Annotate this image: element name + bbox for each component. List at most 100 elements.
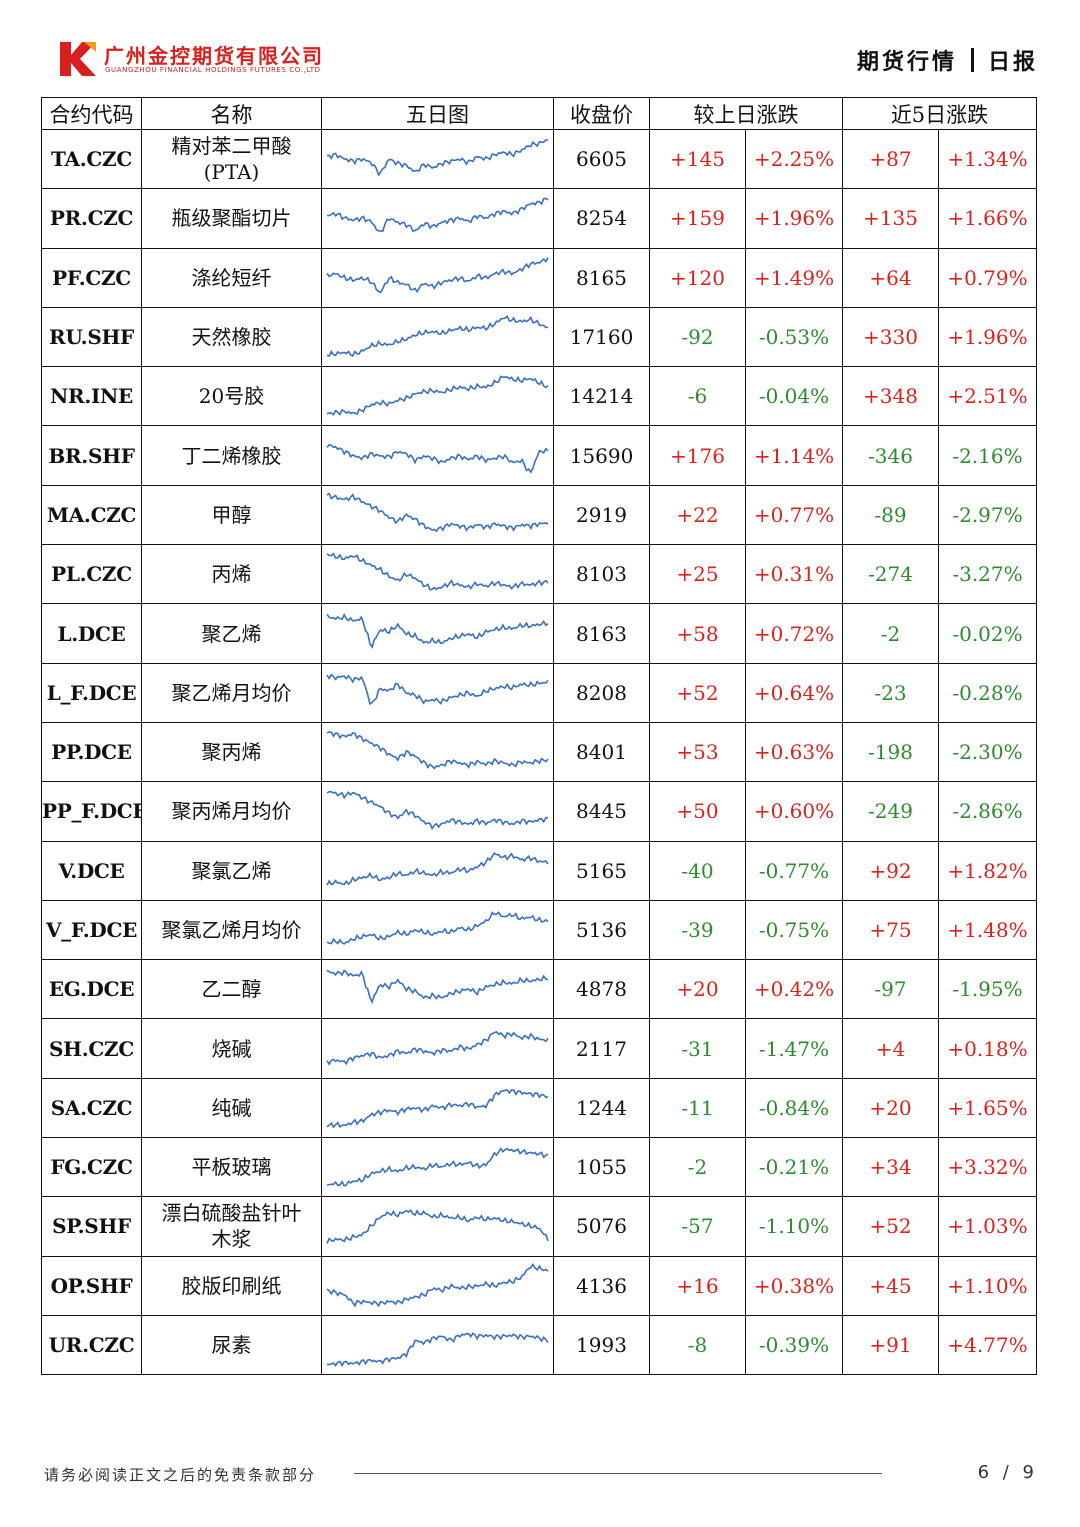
table-row: SP.SHF 漂白硫酸盐针叶 木浆 5076 -57 -1.10% +52 +1.03% [41,1196,1037,1257]
five-day-change-pct: -2.30% [938,721,1037,783]
contract-code: V_F.DCE [41,899,142,961]
five-day-chart-cell [321,247,554,308]
five-day-change: -2 [842,603,939,664]
five-day-chart-cell [321,781,554,842]
five-day-sparkline [326,673,549,706]
table-row: PP_F.DCE 聚丙烯月均价 8445 +50 +0.60% -249 -2.86% [41,781,1037,842]
five-day-change-pct: +1.66% [938,188,1037,249]
daily-change: +58 [649,603,746,664]
daily-change: +176 [649,425,746,486]
report-type: 期货行情 [856,50,957,75]
daily-change-pct: +1.96% [745,188,843,249]
close-price: 8163 [553,603,650,664]
table-row: L.DCE 聚乙烯 8163 +58 +0.72% -2 -0.02% [41,603,1037,664]
daily-change: +145 [649,128,746,190]
five-day-sparkline [326,1147,549,1188]
five-day-change: +45 [842,1255,939,1316]
five-day-chart-cell [321,1077,554,1139]
five-day-chart-cell [321,603,554,664]
contract-name: 聚乙烯 [141,603,322,664]
daily-change: -40 [649,840,746,901]
contract-name: 瓶级聚酯切片 [141,188,322,249]
daily-change-pct: +2.25% [745,128,843,190]
contract-name: 精对苯二甲酸 (PTA) [141,128,322,190]
col-header-five-day-change: 近5日涨跌 [842,97,1037,130]
col-header-five-day-chart: 五日图 [321,97,554,130]
daily-change-pct: +0.77% [745,484,843,546]
five-day-sparkline [326,1209,549,1245]
daily-change-pct: +0.60% [745,781,843,842]
contract-name: 胶版印刷纸 [141,1255,322,1316]
close-price: 1993 [553,1314,650,1376]
k-logo-icon [60,42,96,76]
report-header: 期货行情 日报 [857,44,1038,76]
five-day-change: +348 [842,366,939,427]
table-row: NR.INE 20号胶 14214 -6 -0.04% +348 +2.51% [41,366,1037,427]
close-price: 8208 [553,662,650,723]
five-day-change: +91 [842,1314,939,1376]
table-row: V_F.DCE 聚氯乙烯月均价 5136 -39 -0.75% +75 +1.48% [41,899,1037,961]
contract-name: 丙烯 [141,544,322,605]
five-day-change-pct: +1.65% [938,1077,1037,1139]
contract-name: 丁二烯橡胶 [141,425,322,486]
contract-code: V.DCE [41,840,142,901]
close-price: 5165 [553,840,650,901]
contract-name: 乙二醇 [141,959,322,1020]
company-logo: 广州金控期货有限公司 GUANGZHOU FINANCIAL HOLDINGS … [58,38,358,80]
five-day-sparkline [326,1030,549,1066]
close-price: 17160 [553,306,650,368]
daily-change-pct: +0.63% [745,721,843,783]
contract-code: PR.CZC [41,188,142,249]
daily-change-pct: -1.47% [745,1018,843,1079]
contract-code: L.DCE [41,603,142,664]
five-day-sparkline [326,1089,549,1129]
five-day-chart-cell [321,1314,554,1376]
daily-change: -92 [649,306,746,368]
five-day-change-pct: +1.96% [938,306,1037,368]
daily-change: +120 [649,247,746,308]
close-price: 1244 [553,1077,650,1139]
close-price: 8165 [553,247,650,308]
contract-code: L_F.DCE [41,662,142,723]
five-day-change-pct: -2.16% [938,425,1037,486]
contract-code: FG.CZC [41,1137,142,1198]
five-day-sparkline [326,731,549,770]
five-day-change: -89 [842,484,939,546]
five-day-change: -274 [842,544,939,605]
close-price: 5076 [553,1196,650,1257]
table-row: V.DCE 聚氯乙烯 5165 -40 -0.77% +92 +1.82% [41,840,1037,901]
five-day-sparkline [326,791,548,831]
five-day-change: -346 [842,425,939,486]
daily-change-pct: +0.72% [745,603,843,664]
five-day-change: -23 [842,662,939,723]
five-day-change-pct: +0.18% [938,1018,1037,1079]
close-price: 8103 [553,544,650,605]
daily-change: +50 [649,781,746,842]
futures-quote-table: 合约代码 名称 五日图 收盘价 较上日涨跌 近5日涨跌 TA.CZC 精对苯二甲酸… [41,97,1037,1376]
five-day-chart-cell [321,1196,554,1257]
five-day-change-pct: +4.77% [938,1314,1037,1376]
five-day-change-pct: +0.79% [938,247,1037,308]
five-day-sparkline [326,969,549,1005]
col-header-daily-change: 较上日涨跌 [649,97,843,130]
contract-name: 烧碱 [141,1018,322,1079]
close-price: 15690 [553,425,650,486]
daily-change: +25 [649,544,746,605]
contract-code: SH.CZC [41,1018,142,1079]
table-row: PR.CZC 瓶级聚酯切片 8254 +159 +1.96% +135 +1.66% [41,188,1037,249]
five-day-change-pct: -1.95% [938,959,1037,1020]
contract-name: 纯碱 [141,1077,322,1139]
five-day-sparkline [326,1332,549,1368]
contract-code: SP.SHF [41,1196,142,1257]
company-name-en: GUANGZHOU FINANCIAL HOLDINGS FUTURES CO.… [105,66,321,74]
five-day-change: +87 [842,128,939,190]
five-day-change-pct: -0.02% [938,603,1037,664]
table-row: UR.CZC 尿素 1993 -8 -0.39% +91 +4.77% [41,1314,1037,1376]
five-day-sparkline [326,1262,549,1308]
daily-change: -57 [649,1196,746,1257]
five-day-change: +20 [842,1077,939,1139]
daily-change: +159 [649,188,746,249]
five-day-change-pct: -2.97% [938,484,1037,546]
five-day-sparkline [326,375,549,417]
table-row: L_F.DCE 聚乙烯月均价 8208 +52 +0.64% -23 -0.28% [41,662,1037,723]
